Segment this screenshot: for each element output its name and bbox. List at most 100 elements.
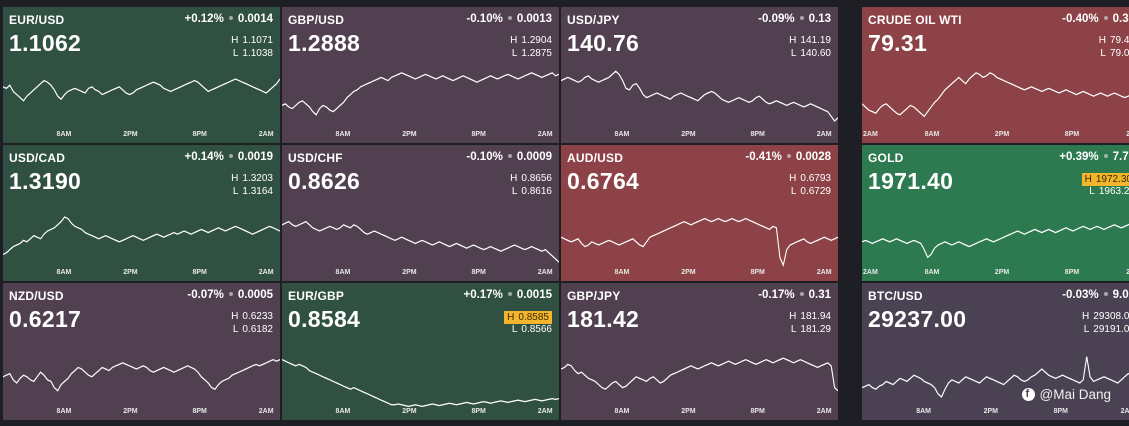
price-sparkline	[561, 217, 838, 268]
high-value: 1.2904	[521, 35, 552, 46]
time-tick-label: 2AM	[1126, 269, 1129, 276]
low-value: 140.60	[800, 48, 831, 59]
high-key: H	[1082, 311, 1090, 322]
time-tick-label: 2PM	[994, 269, 1010, 276]
time-tick-label: 2PM	[123, 131, 138, 138]
change-percent: -0.07%	[187, 289, 224, 301]
high-readout: H 1.2904	[510, 35, 552, 46]
symbol-label: USD/CHF	[288, 151, 343, 165]
time-tick-label: 2PM	[402, 408, 417, 415]
ticker-tile[interactable]: GBP/JPY -0.17% 0.31 181.42 H 181.94 L 181.29 8AM…	[561, 283, 838, 420]
low-key: L	[1100, 48, 1106, 59]
time-tick-label: 2PM	[123, 408, 138, 415]
change-readout: -0.40% 0.32	[1062, 13, 1129, 25]
time-tick-label: 8PM	[471, 269, 486, 276]
symbol-label: CRUDE OIL WTI	[868, 13, 962, 27]
time-tick-label: 8PM	[750, 131, 765, 138]
high-value: 181.94	[800, 311, 831, 322]
symbol-label: EUR/GBP	[288, 289, 345, 303]
high-value: 29308.00	[1093, 311, 1129, 322]
price-value: 181.42	[567, 306, 640, 332]
ticker-tile[interactable]: USD/JPY -0.09% 0.13 140.76 H 141.19 L 140.60 8AM…	[561, 7, 838, 143]
low-key: L	[232, 186, 239, 197]
change-percent: -0.10%	[466, 151, 503, 163]
ticker-tile[interactable]: AUD/USD -0.41% 0.0028 0.6764 H 0.6793 L 0.6729 8…	[561, 145, 838, 281]
ticker-tile[interactable]: EUR/USD +0.12% 0.0014 1.1062 H 1.1071 L 1.1038 8…	[3, 7, 280, 143]
time-tick-label: 8PM	[192, 408, 207, 415]
high-value: 0.6793	[800, 173, 831, 184]
high-key: H	[1084, 174, 1092, 185]
ticker-tile[interactable]: USD/CAD +0.14% 0.0019 1.3190 H 1.3203 L 1.3164 8…	[3, 145, 280, 281]
time-tick-label: 8PM	[1064, 131, 1080, 138]
time-tick-label: 2AM	[816, 131, 832, 138]
time-tick-label: 2AM	[258, 131, 274, 138]
low-value: 0.6182	[242, 324, 273, 335]
low-value: 0.6729	[800, 186, 831, 197]
ticker-tile[interactable]: CRUDE OIL WTI-0.40%0.3279.31H79.43L79.09…	[862, 7, 1129, 143]
price-sparkline	[561, 357, 838, 392]
low-key: L	[1083, 324, 1090, 335]
time-tick-label: 8PM	[471, 408, 486, 415]
change-percent: -0.17%	[758, 289, 795, 301]
time-tick-label: 2PM	[994, 131, 1010, 138]
sparkline-path	[3, 78, 280, 102]
time-axis: 8AM 2PM 8PM 2AM	[3, 131, 280, 141]
price-value: 79.31	[868, 30, 928, 56]
high-value: 0.6233	[242, 311, 273, 322]
time-axis: 2AM 8AM 2PM 8PM 2AM	[862, 269, 1129, 279]
high-key: H	[507, 312, 515, 323]
high-key: H	[1098, 35, 1106, 46]
time-axis: 2AM 8AM 2PM 8PM 2AM	[862, 131, 1129, 141]
time-tick-label: 8AM	[614, 269, 630, 276]
time-tick-label: 2AM	[537, 408, 553, 415]
separator-dot-icon	[507, 15, 512, 20]
separator-dot-icon	[507, 153, 512, 158]
high-readout: H 0.8585	[504, 311, 552, 324]
watermark: f @Mai Dang	[1021, 387, 1111, 402]
ticker-tile[interactable]: GBP/USD -0.10% 0.0013 1.2888 H 1.2904 L 1.2875 8…	[282, 7, 559, 143]
time-tick-label: 8AM	[56, 269, 72, 276]
change-absolute: 7.70	[1112, 151, 1129, 163]
time-tick-label: 2PM	[983, 408, 998, 415]
ticker-tile[interactable]: NZD/USD -0.07% 0.0005 0.6217 H 0.6233 L 0.6182 8…	[3, 283, 280, 420]
time-tick-label: 2AM	[1126, 131, 1129, 138]
change-percent: +0.39%	[1059, 151, 1099, 163]
ticker-tile[interactable]: EUR/GBP +0.17% 0.0015 0.8584 H 0.8585 L 0.8566 8…	[282, 283, 559, 420]
change-percent: -0.41%	[745, 151, 782, 163]
price-value: 140.76	[567, 30, 640, 56]
separator-dot-icon	[228, 15, 233, 20]
symbol-label: BTC/USD	[868, 289, 923, 303]
price-sparkline	[282, 72, 559, 116]
separator-dot-icon	[799, 291, 804, 296]
low-key: L	[232, 324, 239, 335]
ticker-tile[interactable]: USD/CHF -0.10% 0.0009 0.8626 H 0.8656 L 0.8616 8…	[282, 145, 559, 281]
sparkline-path	[282, 220, 559, 263]
ticker-tile[interactable]: BTC/USD-0.03%9.0029237.00H29308.00L29191…	[862, 283, 1129, 420]
high-readout: H 1.1071	[231, 35, 273, 46]
high-readout: H 141.19	[789, 35, 831, 46]
price-sparkline	[862, 356, 1129, 398]
time-tick-label: 8PM	[471, 131, 486, 138]
separator-dot-icon	[1103, 291, 1108, 296]
high-value: 1972.30	[1095, 174, 1129, 185]
high-key: H	[789, 173, 797, 184]
price-value: 1971.40	[868, 168, 954, 194]
sparkline-path	[862, 72, 1129, 118]
separator-dot-icon	[228, 153, 233, 158]
separator-dot-icon	[799, 15, 804, 20]
separator-dot-icon	[1103, 153, 1108, 158]
time-axis: 8AM 2PM 8PM 2AM	[3, 269, 280, 279]
time-tick-label: 2PM	[681, 269, 696, 276]
price-sparkline	[561, 70, 838, 122]
time-tick-label: 8AM	[335, 408, 351, 415]
low-key: L	[232, 48, 239, 59]
column-gap	[840, 283, 860, 420]
time-tick-label: 2AM	[863, 131, 878, 138]
low-readout: L 0.8566	[512, 324, 552, 335]
time-tick-label: 8PM	[750, 408, 765, 415]
time-tick-label: 2PM	[681, 408, 696, 415]
sparkline-path	[282, 72, 559, 116]
change-readout: -0.03% 9.00	[1062, 289, 1129, 301]
low-key: L	[790, 186, 797, 197]
